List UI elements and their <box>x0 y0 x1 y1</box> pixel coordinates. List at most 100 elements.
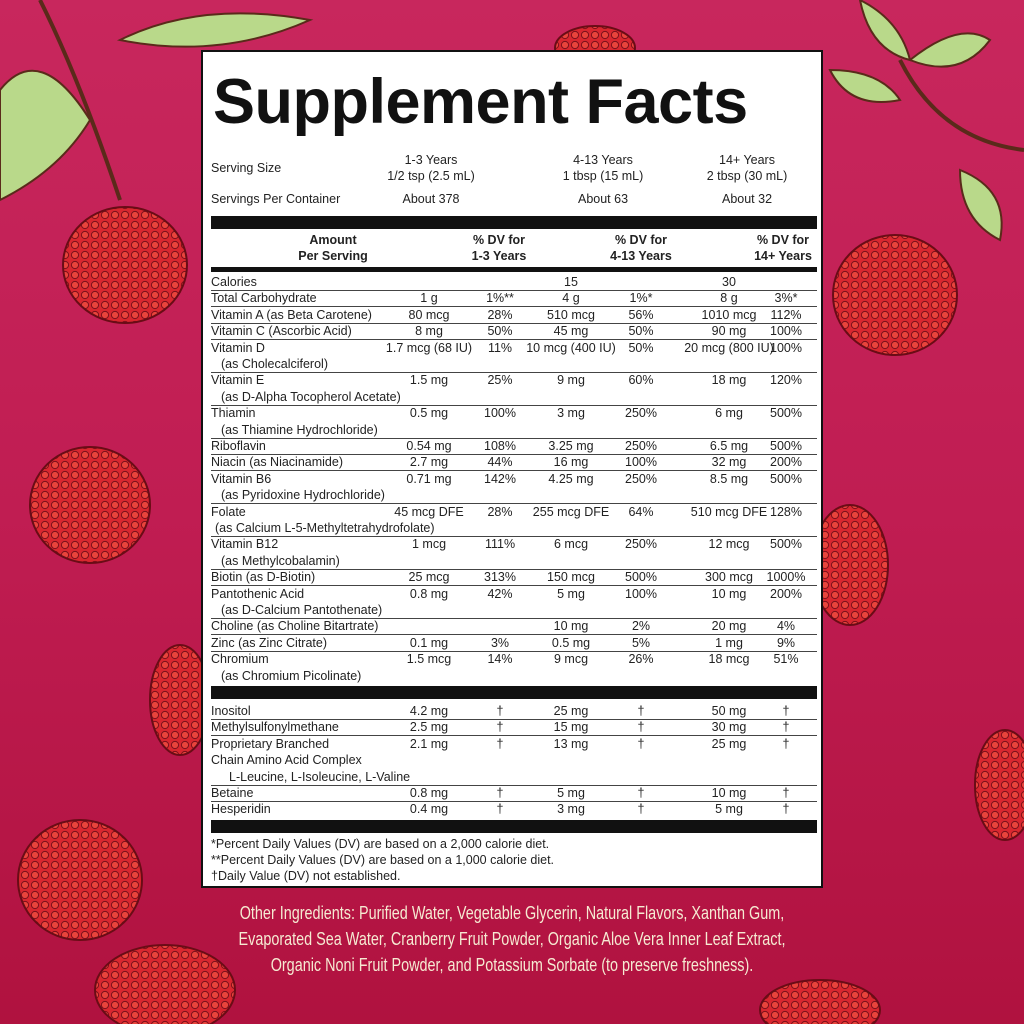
servings-per-container-label: Servings Per Container <box>211 192 341 206</box>
nutrient-name: Vitamin B6 <box>211 471 272 486</box>
servings-2: About 63 <box>577 192 629 206</box>
percent-dv: 50% <box>628 340 654 355</box>
row-divider <box>211 784 817 786</box>
percent-dv: † <box>496 736 504 751</box>
amount: 0.5 mg <box>551 635 591 650</box>
other-ingredients-line: Organic Noni Fruit Powder, and Potassium… <box>270 955 754 975</box>
amount: 20 mg <box>711 619 747 634</box>
percent-dv: † <box>496 802 504 817</box>
other-ingredients-line: Evaporated Sea Water, Cranberry Fruit Po… <box>238 929 786 949</box>
percent-dv: † <box>782 786 790 800</box>
header-dv3-line: 14+ Years <box>754 249 812 263</box>
header-amount: Amount Per Serving <box>283 232 383 264</box>
row-divider <box>211 322 817 324</box>
percent-dv: 50% <box>487 324 513 339</box>
nutrient-name: Riboflavin <box>211 439 266 453</box>
amount: 3 mg <box>557 406 585 421</box>
percent-dv: 50% <box>628 324 654 339</box>
amount: 1.5 mcg <box>406 652 452 667</box>
panel-title: Supplement Facts <box>213 67 748 137</box>
amount: 3.25 mg <box>548 439 594 453</box>
nutrient-name: Chromium <box>211 652 269 667</box>
row-divider <box>211 735 817 737</box>
percent-dv: 112% <box>770 307 802 322</box>
percent-dv: 14% <box>487 652 513 667</box>
nutrient-name: Vitamin D <box>211 340 265 355</box>
footnote: **Percent Daily Values (DV) are based on… <box>211 853 555 867</box>
percent-dv: 250% <box>625 406 657 421</box>
divider-bar <box>211 216 817 229</box>
amount: 1.7 mcg (68 IU) <box>385 340 473 355</box>
percent-dv: † <box>496 786 504 800</box>
amount: 0.1 mg <box>409 635 449 650</box>
amount: 510 mcg DFE <box>690 504 768 519</box>
percent-dv: † <box>637 786 645 800</box>
nutrient-name: Total Carbohydrate <box>211 291 317 306</box>
percent-dv: 250% <box>625 439 657 453</box>
row-divider <box>211 617 817 619</box>
amount: 0.71 mg <box>406 471 452 486</box>
percent-dv: 108% <box>484 439 516 453</box>
amount: 16 mg <box>553 455 589 470</box>
percent-dv: † <box>637 704 645 718</box>
percent-dv: 51% <box>773 652 799 667</box>
nutrient-name: Zinc (as Zinc Citrate) <box>211 635 327 650</box>
amount: 25 mg <box>553 704 589 718</box>
percent-dv: 111% <box>484 537 516 552</box>
amount: 8 mg <box>415 324 443 339</box>
amount: 2.7 mg <box>409 455 449 470</box>
nutrient-name: Vitamin B12 <box>211 537 279 552</box>
amount: 8 g <box>720 291 738 306</box>
percent-dv: † <box>637 802 645 817</box>
amount: 255 mcg DFE <box>532 504 610 519</box>
nutrient-name: Pantothenic Acid <box>211 586 305 601</box>
amount: 30 <box>722 275 736 289</box>
percent-dv: 100% <box>625 455 657 470</box>
row-divider <box>211 650 817 652</box>
divider-bar <box>211 686 817 699</box>
amount: 0.4 mg <box>409 802 449 817</box>
header-dv1-line: % DV for <box>472 233 526 247</box>
amount: 0.8 mg <box>409 586 449 601</box>
amount: 1010 mcg <box>701 307 757 322</box>
amount: 25 mcg <box>408 570 450 585</box>
percent-dv: 500% <box>770 406 802 421</box>
percent-dv: 3% <box>490 635 510 650</box>
amount: 8.5 mg <box>709 471 749 486</box>
percent-dv: 11% <box>487 340 513 355</box>
amount: 2.5 mg <box>409 720 449 735</box>
footnote: †Daily Value (DV) not established. <box>211 869 401 883</box>
nutrient-name: (as Chromium Picolinate) <box>221 668 362 683</box>
amount: 5 mg <box>557 586 585 601</box>
serving-age-1: 1-3 Years <box>404 153 458 167</box>
amount: 0.54 mg <box>406 439 452 453</box>
percent-dv: 128% <box>770 504 802 519</box>
percent-dv: 1000% <box>766 570 806 585</box>
amount: 20 mcg (800 IU) <box>684 340 774 355</box>
row-divider <box>211 289 817 291</box>
amount: 510 mcg <box>547 307 595 322</box>
nutrient-name: (as D-Calcium Pantothenate) <box>221 603 383 617</box>
header-dv3: % DV for 14+ Years <box>733 232 833 264</box>
nutrient-name: (as D-Alpha Tocopherol Acetate) <box>221 389 401 404</box>
nutrient-name: L-Leucine, L-Isoleucine, L-Valine <box>229 769 411 784</box>
percent-dv: 1%* <box>629 291 653 306</box>
nutrient-name: (as Thiamine Hydrochloride) <box>221 422 378 437</box>
nutrient-name: Vitamin E <box>211 373 265 388</box>
row-divider <box>211 568 817 570</box>
header-dv2: % DV for 4-13 Years <box>591 232 691 264</box>
percent-dv: 5% <box>631 635 651 650</box>
amount: 3 mg <box>557 802 585 817</box>
serving-age-3: 14+ Years <box>719 153 775 167</box>
nutrient-name: Betaine <box>211 786 254 800</box>
nutrient-name: Biotin (as D-Biotin) <box>211 570 316 585</box>
nutrient-name: Inositol <box>211 704 251 718</box>
percent-dv: 100% <box>770 324 802 339</box>
percent-dv: 25% <box>487 373 513 388</box>
percent-dv: † <box>637 720 645 735</box>
amount: 1 g <box>420 291 438 306</box>
row-divider <box>211 585 817 587</box>
percent-dv: 64% <box>628 504 654 519</box>
amount: 4 g <box>562 291 580 306</box>
